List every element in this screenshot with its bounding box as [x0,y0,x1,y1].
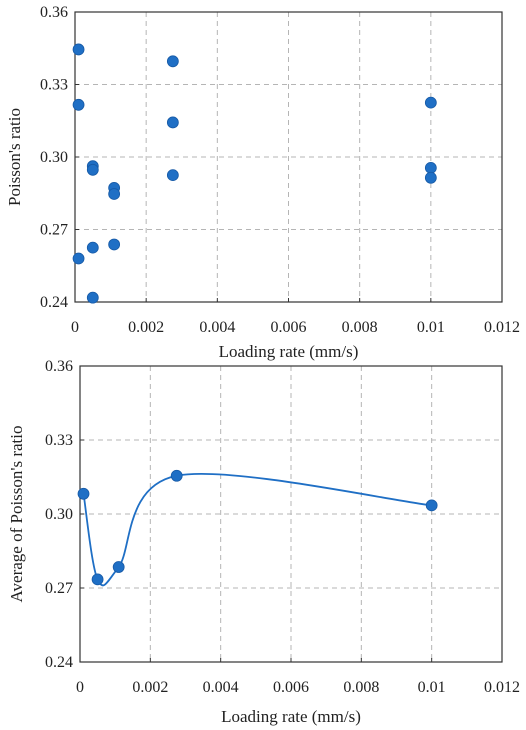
x-tick-label: 0.004 [203,679,239,696]
data-point [424,161,437,174]
data-point [86,163,99,176]
y-tick-label: 0.27 [40,222,68,239]
y-axis-title: Average of Poisson's ratio [7,426,26,603]
y-tick-label: 0.30 [40,149,68,166]
y-tick-label: 0.24 [40,294,68,311]
series-line [82,472,432,587]
x-tick-label: 0.004 [199,319,235,336]
x-tick-label: 0 [71,319,79,336]
chart-poissons-ratio-scatter: 0 0.002 0.004 0.006 0.008 0.01 0.012 0.24 0.27 0.… [5,4,520,361]
data-point [86,291,99,304]
x-tick-label: 0.002 [132,679,168,696]
y-tick-label: 0.24 [45,654,73,671]
data-point [425,499,438,512]
y-tick-label: 0.33 [45,432,73,449]
data-point [166,169,179,182]
data-point [424,171,437,184]
y-tick-label: 0.30 [45,506,73,523]
x-tick-label: 0.01 [417,319,445,336]
x-tick-label: 0.008 [342,319,378,336]
y-axis-title: Poisson's ratio [5,108,24,206]
data-point [108,188,121,200]
x-axis-title: Loading rate (mm/s) [219,342,359,361]
data-point [170,469,183,482]
data-point [77,487,90,500]
x-tick-label: 0 [76,679,84,696]
x-tick-label: 0.01 [418,679,446,696]
data-point [91,573,104,586]
data-point [86,241,99,254]
x-tick-label: 0.006 [271,319,307,336]
y-tick-label: 0.33 [40,77,68,94]
y-tick-label: 0.36 [45,358,73,375]
x-axis-title: Loading rate (mm/s) [221,707,361,726]
x-tick-label: 0.012 [484,319,520,336]
y-tick-label: 0.27 [45,580,73,597]
data-point [72,43,85,56]
data-point [424,96,437,109]
y-tick-label: 0.36 [40,4,68,21]
data-point [166,55,179,68]
chart-average-poissons-ratio-line: 0 0.002 0.004 0.006 0.008 0.01 0.012 0.24 0.27 0.… [7,358,520,726]
x-tick-label: 0.002 [128,319,164,336]
data-point [166,116,179,129]
data-point [112,561,125,573]
x-tick-label: 0.012 [484,679,520,696]
x-tick-label: 0.006 [273,679,309,696]
data-point [72,252,85,265]
x-tick-label: 0.008 [343,679,379,696]
data-point [108,238,121,251]
data-point [72,98,85,111]
